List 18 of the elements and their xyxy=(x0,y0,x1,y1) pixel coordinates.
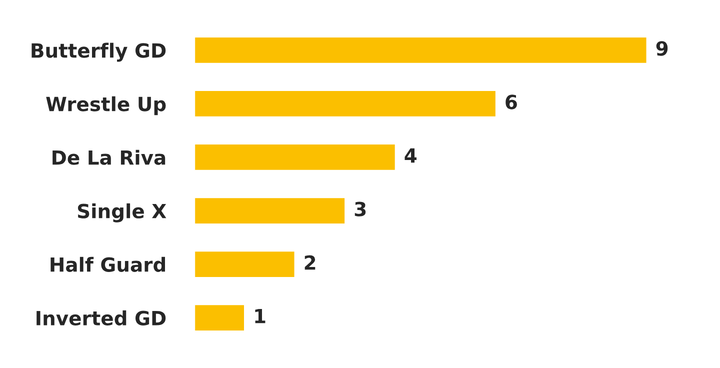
y-tick-label: Half Guard xyxy=(50,256,165,272)
y-tick-label: Wrestle Up xyxy=(46,96,166,116)
data-label: 2 xyxy=(304,255,316,270)
data-label: 3 xyxy=(354,202,366,216)
bar xyxy=(194,304,246,332)
bar xyxy=(194,250,296,278)
data-label: 6 xyxy=(506,94,517,110)
data-label: 9 xyxy=(656,41,668,56)
bar xyxy=(194,36,648,64)
bar xyxy=(194,143,396,172)
y-tick-label: De La Riva xyxy=(52,150,166,165)
bar xyxy=(194,196,346,225)
y-tick-label: Butterfly GD xyxy=(32,42,166,62)
data-label: 4 xyxy=(404,148,417,163)
bar xyxy=(194,90,497,118)
y-tick-label: Single X xyxy=(78,203,166,222)
data-label: 1 xyxy=(255,309,266,324)
y-tick-label: Inverted GD xyxy=(36,310,166,326)
